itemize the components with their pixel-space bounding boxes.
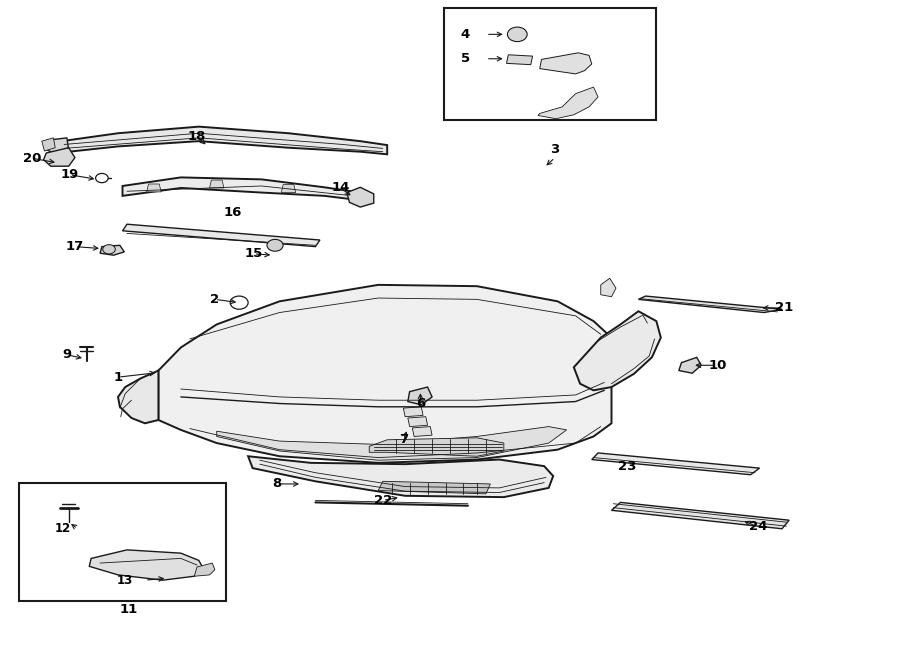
Text: 13: 13	[117, 574, 133, 587]
Polygon shape	[540, 53, 592, 74]
Polygon shape	[538, 87, 598, 118]
Polygon shape	[378, 481, 491, 494]
Text: 17: 17	[66, 240, 84, 253]
Polygon shape	[408, 387, 432, 405]
Polygon shape	[118, 371, 158, 423]
Polygon shape	[600, 278, 616, 297]
Text: 24: 24	[749, 520, 767, 534]
Text: 12: 12	[54, 522, 70, 536]
Bar	[19, 483, 226, 601]
Polygon shape	[507, 55, 533, 65]
Polygon shape	[122, 177, 351, 199]
Polygon shape	[210, 180, 224, 188]
Text: 5: 5	[461, 52, 470, 66]
Polygon shape	[408, 416, 427, 426]
Text: 2: 2	[211, 293, 220, 306]
Text: 21: 21	[775, 301, 793, 314]
Text: 10: 10	[708, 359, 726, 372]
Circle shape	[103, 245, 115, 254]
Text: 18: 18	[188, 130, 206, 143]
Text: 22: 22	[374, 494, 392, 507]
Circle shape	[230, 296, 248, 309]
Polygon shape	[158, 285, 611, 463]
Polygon shape	[403, 407, 423, 416]
Text: 7: 7	[399, 433, 408, 446]
Polygon shape	[147, 184, 161, 192]
Circle shape	[95, 173, 108, 183]
Text: 23: 23	[617, 459, 636, 473]
Polygon shape	[592, 453, 760, 475]
Text: 6: 6	[416, 397, 425, 410]
Polygon shape	[679, 357, 701, 373]
Polygon shape	[41, 138, 55, 151]
Text: 14: 14	[331, 181, 350, 195]
Text: 19: 19	[60, 168, 78, 181]
Polygon shape	[100, 246, 124, 255]
Polygon shape	[574, 311, 661, 391]
Polygon shape	[217, 426, 567, 460]
Polygon shape	[611, 502, 789, 529]
Polygon shape	[194, 563, 215, 576]
Text: 3: 3	[551, 143, 560, 156]
Polygon shape	[638, 296, 782, 312]
Text: 15: 15	[245, 248, 263, 260]
Text: 1: 1	[113, 371, 122, 384]
Text: 16: 16	[224, 206, 242, 219]
Polygon shape	[122, 224, 320, 247]
Circle shape	[508, 27, 527, 42]
Circle shape	[267, 240, 284, 252]
Polygon shape	[369, 438, 504, 456]
Polygon shape	[43, 148, 75, 166]
Polygon shape	[412, 426, 432, 436]
Text: 8: 8	[272, 477, 282, 491]
Bar	[444, 8, 656, 120]
Text: 11: 11	[120, 602, 138, 616]
Text: 9: 9	[62, 348, 71, 361]
Text: 20: 20	[22, 152, 41, 165]
Polygon shape	[89, 550, 203, 580]
Polygon shape	[346, 187, 374, 207]
Polygon shape	[248, 456, 554, 497]
Polygon shape	[282, 185, 296, 193]
Text: 4: 4	[461, 28, 470, 41]
Polygon shape	[46, 138, 68, 154]
Polygon shape	[57, 126, 387, 154]
